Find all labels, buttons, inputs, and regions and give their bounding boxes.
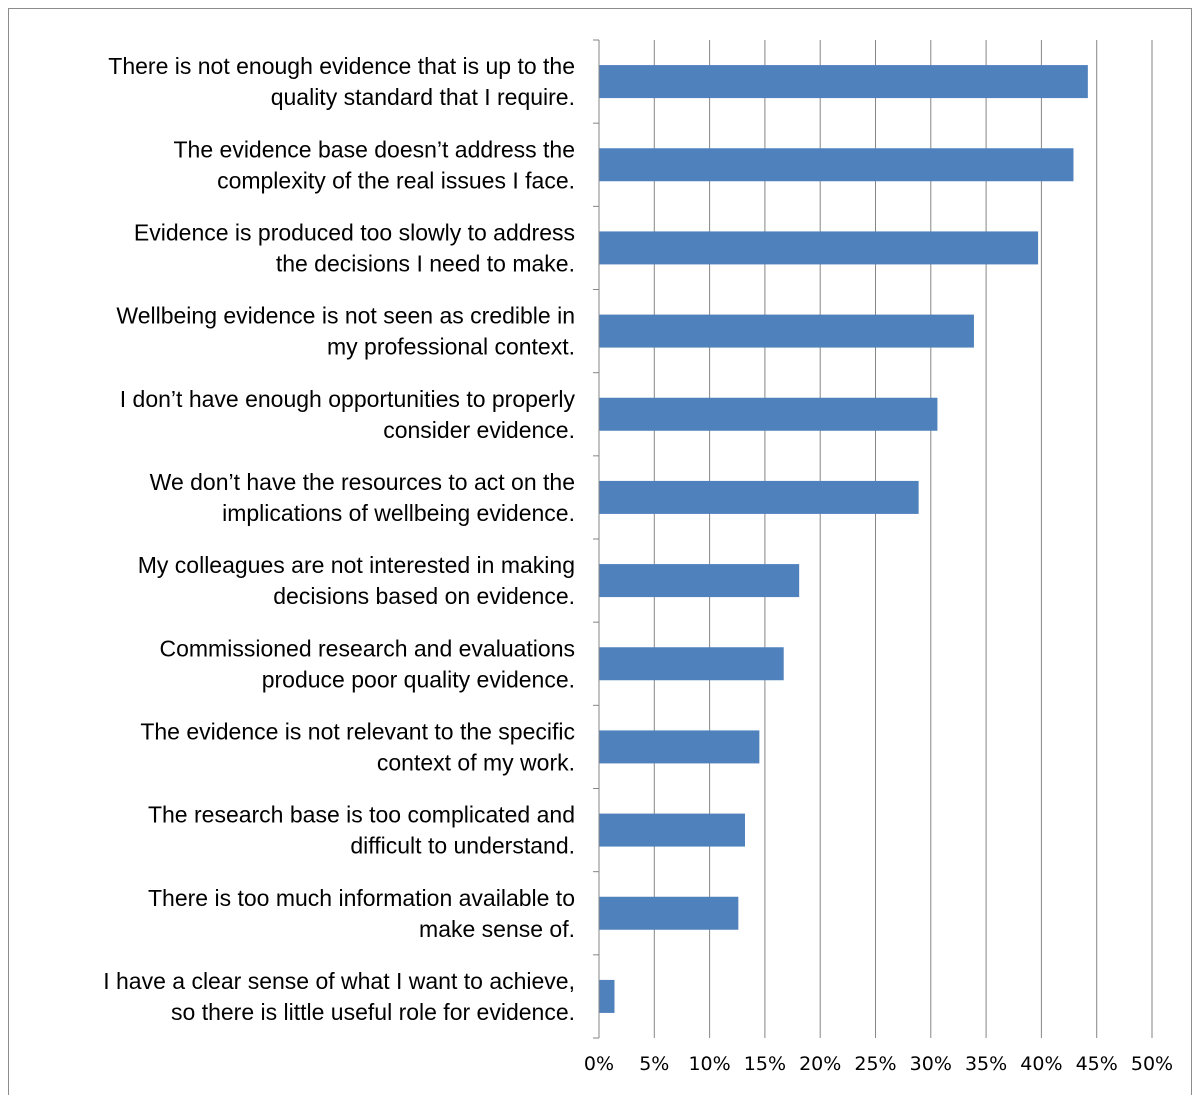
category-label-line: my professional context. [327,334,575,360]
bar [599,730,760,764]
category-label: There is too much information available … [148,885,575,942]
x-tick-label: 50% [1131,1053,1173,1075]
x-tick-label: 5% [639,1053,669,1075]
category-label-line: Evidence is produced too slowly to addre… [134,219,575,245]
x-tick-label: 20% [799,1053,841,1075]
category-label-line: The research base is too complicated and [148,802,575,828]
category-label-line: difficult to understand. [350,833,575,859]
x-tick-label: 15% [744,1053,786,1075]
category-label-line: so there is little useful role for evide… [171,999,575,1025]
bar [599,979,615,1013]
category-label-line: The evidence is not relevant to the spec… [140,718,575,744]
bar [599,231,1039,265]
category-label-line: consider evidence. [383,417,575,443]
category-label-line: complexity of the real issues I face. [217,167,575,193]
category-label-line: I don’t have enough opportunities to pro… [120,386,576,412]
category-label: There is not enough evidence that is up … [108,53,575,110]
bar [599,148,1074,182]
category-label-line: decisions based on evidence. [273,583,575,609]
bar [599,314,974,348]
x-tick-label: 45% [1076,1053,1118,1075]
category-label: My colleagues are not interested in maki… [138,552,575,609]
bar [599,397,938,431]
category-label-line: The evidence base doesn’t address the [174,136,576,162]
category-label-line: There is too much information available … [148,885,575,911]
x-tick-label: 35% [965,1053,1007,1075]
category-label-line: There is not enough evidence that is up … [108,53,575,79]
category-label: Wellbeing evidence is not seen as credib… [116,303,575,360]
category-label-line: the decisions I need to make. [276,250,575,276]
bar [599,480,919,514]
category-labels: There is not enough evidence that is up … [103,53,575,1025]
category-label: Commissioned research and evaluations pro… [160,635,576,692]
bar [599,65,1088,99]
x-tick-label: 40% [1020,1053,1062,1075]
x-axis-ticks: 0% 5% 10% 15% 20% 25% 30% 35% 40% 45% 50% [584,1053,1173,1075]
category-label: The evidence base doesn’t address the com… [174,136,576,193]
category-label: I have a clear sense of what I want to a… [103,968,575,1025]
category-label: The research base is too complicated and… [148,802,575,859]
gridlines [653,40,1153,1038]
category-label-line: I have a clear sense of what I want to a… [103,968,575,994]
bar [599,564,800,598]
category-label: We don’t have the resources to act on th… [150,469,575,526]
category-label-line: context of my work. [377,749,575,775]
category-label-line: make sense of. [419,916,575,942]
category-label-line: quality standard that I require. [271,84,575,110]
category-label: The evidence is not relevant to the spec… [140,718,575,775]
category-label-line: Commissioned research and evaluations [160,635,576,661]
category-label-line: produce poor quality evidence. [262,666,575,692]
bars [599,65,1088,1013]
x-tick-label: 0% [584,1053,614,1075]
bar [599,813,745,847]
category-axis [593,39,600,1039]
category-label-line: Wellbeing evidence is not seen as credib… [116,303,575,329]
x-tick-label: 25% [854,1053,896,1075]
bar [599,647,784,681]
category-label-line: We don’t have the resources to act on th… [150,469,575,495]
category-label-line: My colleagues are not interested in maki… [138,552,575,578]
category-label: Evidence is produced too slowly to addre… [134,219,575,276]
x-tick-label: 30% [910,1053,952,1075]
x-tick-label: 10% [688,1053,730,1075]
bar [599,896,739,930]
category-label: I don’t have enough opportunities to pro… [120,386,576,443]
category-label-line: implications of wellbeing evidence. [222,500,575,526]
